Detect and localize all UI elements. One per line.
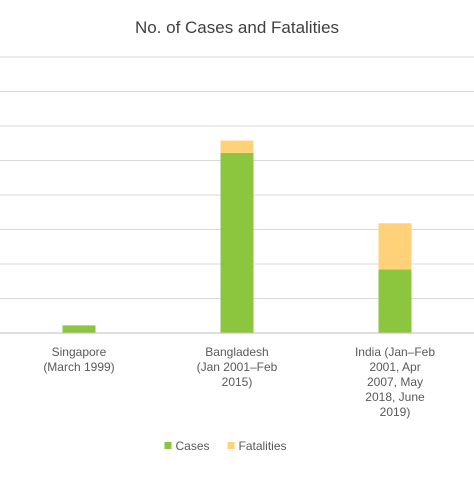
category-label: Bangladesh (Jan 2001–Feb 2015) [197,345,278,389]
legend-label-fatalities: Fatalities [239,439,287,453]
legend-swatch-fatalities [227,442,235,449]
category-label: India (Jan–Feb 2001, Apr 2007, May 2018, Ju… [355,345,435,419]
chart-title: No. of Cases and Fatalities [135,18,339,37]
category-label: Singapore (March 1999) [43,345,114,374]
bar-fatalities [378,223,412,270]
bars [62,140,412,333]
bar-cases [378,269,412,333]
bar-cases [62,325,96,333]
category-labels: Singapore (March 1999) Bangladesh (Jan 2001… [43,345,435,419]
bar-fatalities [220,140,254,153]
bar-cases [220,152,254,333]
legend-label-cases: Cases [176,439,210,453]
legend-swatch-cases [164,442,172,449]
legend: Cases Fatalities [164,439,287,453]
